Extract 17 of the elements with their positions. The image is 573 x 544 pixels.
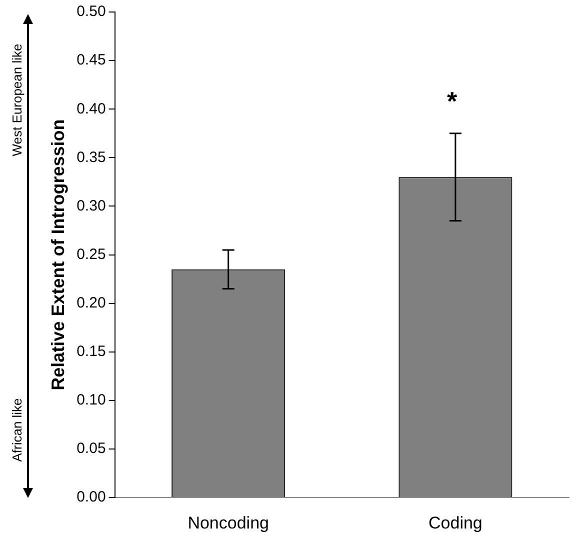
y-tick-label: 0.50 bbox=[76, 3, 106, 20]
annotation: * bbox=[447, 86, 458, 117]
y-tick-label: 0.40 bbox=[76, 100, 106, 118]
x-tick-label: Noncoding bbox=[188, 513, 269, 532]
y-tick-label: 0.30 bbox=[76, 197, 106, 214]
y-tick-label: 0.45 bbox=[76, 52, 106, 69]
y-axis-title: Relative Extent of Introgression bbox=[48, 119, 68, 390]
y-tick-label: 0.10 bbox=[76, 392, 106, 409]
text: West European like bbox=[10, 44, 24, 156]
y-tick-label: 0.05 bbox=[76, 440, 106, 458]
y-tick-label: 0.25 bbox=[76, 246, 106, 263]
y-tick-label: 0.35 bbox=[76, 148, 106, 166]
x-tick-label: Coding bbox=[428, 513, 482, 532]
y-tick-label: 0.15 bbox=[76, 343, 106, 360]
text: African like bbox=[10, 398, 24, 462]
y-tick-label: 0.20 bbox=[76, 294, 106, 312]
y-tick-label: 0.00 bbox=[76, 488, 106, 506]
